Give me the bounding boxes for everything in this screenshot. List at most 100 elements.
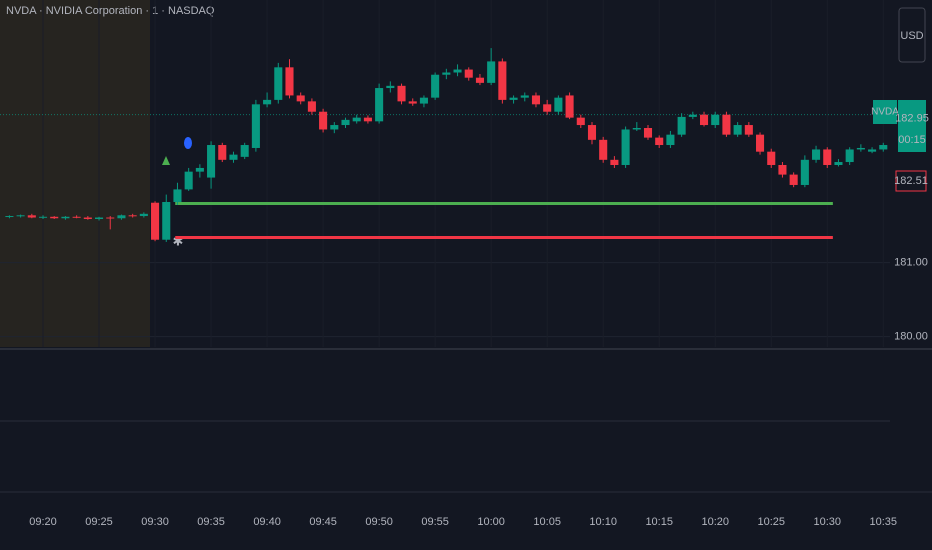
symbol-tag: NVDA — [871, 107, 899, 118]
candle-body — [677, 116, 686, 135]
candle-body — [162, 201, 171, 240]
candle-body — [240, 145, 249, 157]
candle-body — [699, 114, 709, 126]
candle-body — [733, 125, 742, 135]
signal-star: ✱ — [173, 233, 184, 248]
candle-body — [498, 61, 507, 100]
candle-body — [274, 67, 283, 100]
candle-body — [756, 134, 765, 152]
x-tick-label: 10:20 — [701, 516, 729, 528]
candle-body — [599, 139, 608, 160]
candle-body — [744, 125, 753, 135]
candle-body — [800, 159, 809, 185]
candle-body — [812, 149, 821, 160]
candle-body — [27, 215, 36, 218]
candle-body — [834, 162, 843, 165]
x-tick-label: 09:30 — [141, 516, 169, 528]
x-tick-label: 09:20 — [29, 516, 57, 528]
candle-body — [386, 85, 395, 89]
candle-body — [688, 114, 697, 117]
candle-body — [722, 114, 731, 135]
signal-dot — [184, 137, 192, 149]
candle-body — [543, 104, 552, 112]
candle-body — [173, 189, 182, 202]
candle-body — [789, 174, 798, 185]
marker-price: 182.51 — [894, 175, 928, 187]
candle-body — [442, 72, 451, 75]
candle-body — [453, 69, 462, 73]
candle-body — [845, 149, 854, 163]
candle-body — [139, 213, 148, 217]
candle-body — [106, 217, 115, 219]
countdown: 00:15 — [898, 134, 926, 146]
candle-body — [151, 202, 160, 240]
candle-body — [375, 88, 384, 122]
candle-body — [767, 151, 776, 165]
signal-triangle — [162, 156, 170, 165]
candle-body — [38, 216, 48, 218]
candle-body — [251, 104, 260, 148]
candle-body — [464, 69, 473, 78]
candle-body — [868, 149, 877, 152]
candle-body — [72, 216, 81, 218]
candle-body — [296, 95, 305, 102]
candle-body — [531, 95, 541, 105]
candle-body — [711, 114, 720, 126]
candle-body — [655, 137, 664, 146]
candle-body — [16, 215, 25, 217]
candle-body — [61, 216, 70, 219]
candle-body — [643, 127, 653, 138]
candle-body — [95, 217, 104, 220]
candle-body — [610, 159, 619, 165]
x-tick-label: 10:30 — [813, 516, 841, 528]
candle-body — [509, 97, 518, 100]
candle-body — [319, 111, 328, 130]
symbol-tag-box — [873, 100, 897, 124]
x-tick-label: 10:10 — [589, 516, 617, 528]
candle-body — [520, 95, 529, 98]
candle-body — [128, 215, 137, 217]
x-tick-label: 09:40 — [253, 516, 281, 528]
candle-body — [554, 97, 563, 112]
x-tick-label: 09:35 — [197, 516, 225, 528]
x-tick-label: 09:25 — [85, 516, 113, 528]
candle-body — [408, 101, 417, 104]
candle-body — [576, 117, 585, 126]
candle-body — [352, 117, 361, 122]
x-tick-label: 10:25 — [757, 516, 785, 528]
candle-body — [823, 149, 832, 165]
candle-body — [285, 67, 294, 96]
marker-price-box — [895, 170, 927, 192]
candle-body — [195, 167, 204, 172]
candle-body — [587, 125, 597, 140]
candle-body — [778, 164, 787, 175]
x-tick-label: 10:00 — [477, 516, 505, 528]
candle-body — [632, 127, 641, 130]
candle-body — [431, 74, 440, 98]
candle-body — [856, 147, 865, 150]
chart-title: NVDA · NVIDIA Corporation · 1 · NASDAQ — [6, 5, 215, 17]
candle-body — [397, 85, 406, 102]
x-tick-label: 09:50 — [365, 516, 393, 528]
candle-body — [50, 216, 59, 219]
x-tick-label: 10:35 — [870, 516, 898, 528]
candle-body — [5, 216, 14, 218]
candle-body — [666, 134, 675, 146]
candle-body — [363, 117, 372, 122]
y-tick-label: 181.00 — [894, 257, 928, 269]
candle-body — [307, 101, 316, 112]
premarket-shade — [0, 0, 150, 347]
candle-body — [330, 125, 339, 130]
candle-body — [419, 97, 428, 104]
x-tick-label: 09:45 — [309, 516, 337, 528]
candle-body — [229, 154, 238, 160]
candle-body — [487, 61, 496, 83]
candle-body — [117, 215, 126, 219]
currency-button[interactable] — [898, 7, 926, 63]
candle-body — [621, 129, 630, 165]
y-tick-label: 180.00 — [894, 331, 928, 343]
currency[interactable]: USD — [900, 30, 923, 42]
price-box — [898, 100, 926, 152]
candle-body — [218, 145, 227, 160]
